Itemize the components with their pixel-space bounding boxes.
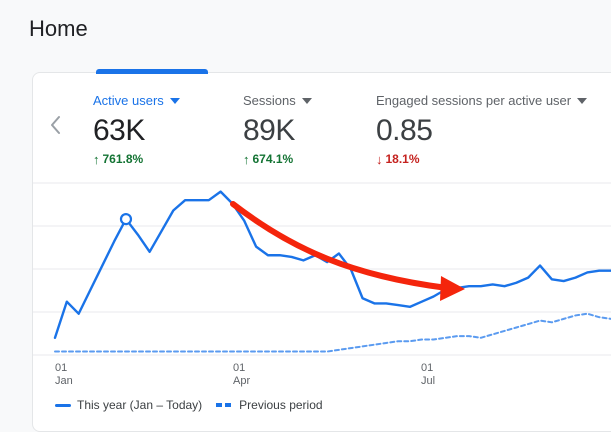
arrow-up-icon: ↑ [243, 152, 250, 167]
chevron-down-icon[interactable] [169, 97, 180, 104]
metric-label-selector[interactable]: Sessions [243, 92, 376, 109]
chart-highlight-marker[interactable] [119, 213, 133, 226]
overview-card [32, 72, 611, 432]
legend-swatch-solid-icon [55, 403, 71, 407]
metric-label-text: Active users [93, 93, 164, 108]
x-tick-jul: 01 Jul [421, 362, 436, 387]
legend-item-this-year[interactable]: This year (Jan – Today) [55, 398, 202, 412]
chevron-left-icon [50, 115, 61, 135]
metric-delta: ↑ 761.8% [93, 152, 243, 167]
metric-card-active-users[interactable]: Active users 63K ↑ 761.8% [93, 92, 243, 180]
metric-value: 0.85 [376, 114, 433, 147]
chevron-down-icon[interactable] [577, 97, 588, 104]
metric-value: 89K [243, 114, 295, 147]
metric-value: 63K [93, 114, 145, 147]
carousel-prev-button[interactable] [44, 112, 66, 138]
chart-gridlines [33, 182, 611, 356]
legend-label: Previous period [239, 398, 323, 412]
metric-label-text: Sessions [243, 93, 296, 108]
arrow-down-icon: ↓ [376, 152, 383, 167]
x-tick-apr: 01 Apr [233, 362, 251, 387]
chevron-down-icon[interactable] [301, 97, 312, 104]
metric-delta: ↓ 18.1% [376, 152, 611, 167]
legend-item-previous-period[interactable]: Previous period [216, 398, 323, 412]
metric-card-sessions[interactable]: Sessions 89K ↑ 674.1% [243, 92, 376, 180]
metric-card-list: Active users 63K ↑ 761.8% Sessions 89K ↑… [93, 92, 611, 180]
x-tick-jan: 01 Jan [55, 362, 73, 387]
metric-delta-text: 761.8% [102, 152, 144, 166]
metric-label-text: Engaged sessions per active user [376, 93, 572, 108]
chart-x-axis: 01 Jan 01 Apr 01 Jul [33, 360, 611, 390]
metric-delta-text: 18.1% [385, 152, 420, 166]
metric-delta: ↑ 674.1% [243, 152, 376, 167]
page-title: Home [29, 16, 88, 41]
metric-delta-text: 674.1% [252, 152, 294, 166]
arrow-up-icon: ↑ [93, 152, 100, 167]
trend-annotation-arrow [230, 201, 465, 301]
chart-legend: This year (Jan – Today) Previous period [55, 398, 323, 412]
active-tab-indicator[interactable] [96, 69, 208, 74]
metric-card-engaged-sessions-per-active-user[interactable]: Engaged sessions per active user 0.85 ↓ … [376, 92, 611, 180]
metric-label-selector[interactable]: Active users [93, 92, 243, 109]
trend-chart[interactable] [33, 180, 611, 380]
trend-chart-svg [33, 182, 611, 356]
metric-label-selector[interactable]: Engaged sessions per active user [376, 92, 611, 109]
legend-label: This year (Jan – Today) [77, 398, 203, 412]
series-this-year [53, 190, 611, 340]
legend-swatch-dashed-icon [216, 403, 234, 407]
series-previous-period [54, 312, 611, 353]
